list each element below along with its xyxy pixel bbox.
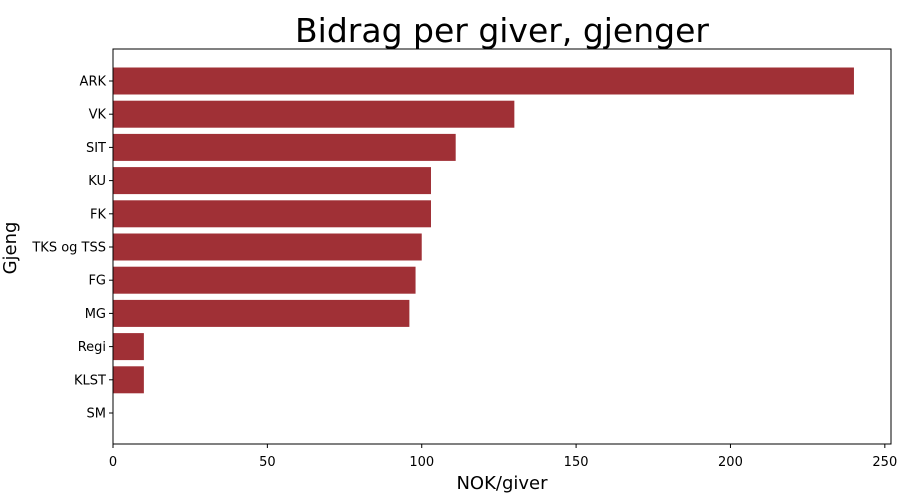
x-tick-label: 200	[718, 455, 743, 470]
y-tick-label: SIT	[86, 141, 106, 156]
y-tick-label: KU	[88, 174, 106, 189]
x-tick-label: 50	[259, 455, 276, 470]
chart-title: Bidrag per giver, gjenger	[295, 11, 709, 50]
y-tick-label: Regi	[78, 340, 106, 355]
x-axis-label: NOK/giver	[456, 473, 548, 494]
bar-fk	[113, 200, 431, 228]
x-tick-label: 0	[109, 455, 117, 470]
y-tick-label: FG	[88, 274, 106, 289]
bar-ku	[113, 167, 431, 195]
y-tick-label: MG	[85, 307, 106, 322]
y-tick-label: KLST	[74, 373, 106, 388]
x-axis-ticks: 0 50 100 150 200 250	[109, 444, 897, 470]
y-tick-label: SM	[87, 407, 106, 422]
x-tick-label: 150	[564, 455, 589, 470]
y-tick-label: FK	[90, 207, 106, 222]
x-tick-label: 100	[409, 455, 434, 470]
bar-tks-og-tss	[113, 233, 422, 261]
bar-regi	[113, 333, 144, 361]
bar-sit	[113, 133, 456, 161]
bar-mg	[113, 299, 410, 327]
y-tick-label: ARK	[80, 75, 107, 90]
y-tick-label: VK	[89, 108, 107, 123]
bar-vk	[113, 100, 515, 128]
bar-fg	[113, 266, 416, 294]
y-axis-ticks: ARK VK SIT KU FK TKS og TSS FG MG Regi KLST SM	[31, 75, 113, 422]
y-tick-label: TKS og TSS	[31, 241, 106, 256]
bars-group	[113, 67, 854, 394]
x-tick-label: 250	[872, 455, 897, 470]
y-axis-label: Gjeng	[0, 222, 21, 275]
bar-klst	[113, 366, 144, 394]
bar-ark	[113, 67, 854, 95]
